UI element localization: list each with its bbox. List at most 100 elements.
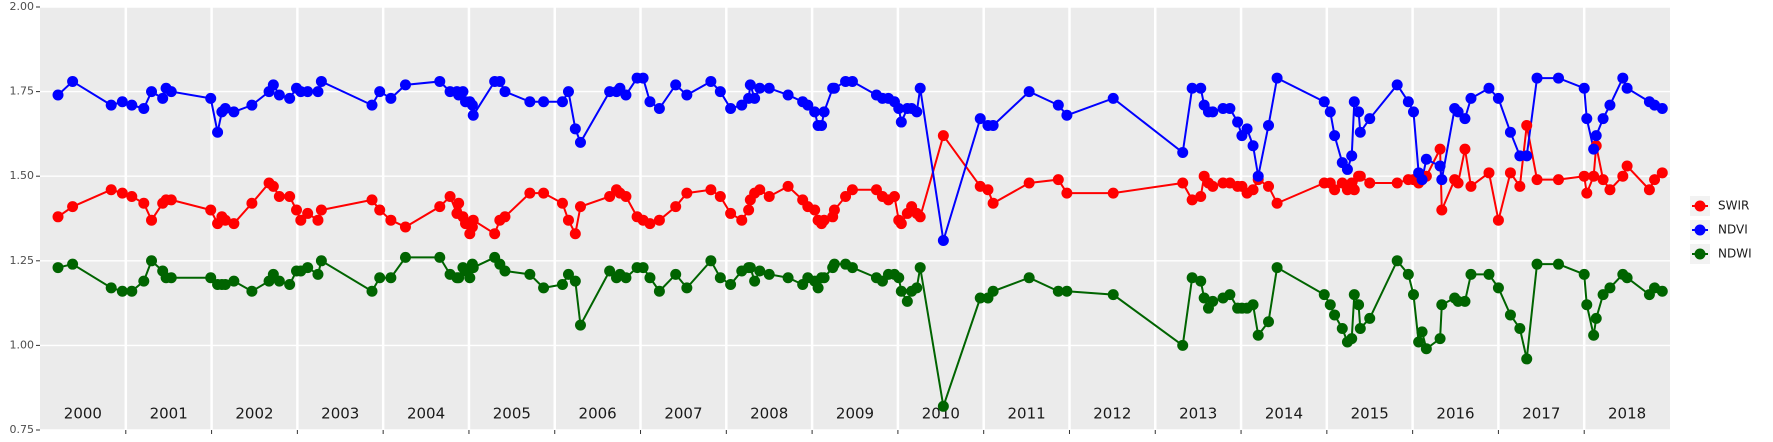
point bbox=[809, 204, 821, 216]
point bbox=[812, 282, 824, 294]
point bbox=[1271, 197, 1283, 209]
point bbox=[374, 272, 386, 284]
year-label: 2007 bbox=[664, 405, 702, 423]
point bbox=[1649, 174, 1661, 186]
point bbox=[763, 82, 775, 94]
point bbox=[385, 214, 397, 226]
point bbox=[818, 106, 830, 118]
point bbox=[246, 197, 258, 209]
point bbox=[987, 285, 999, 297]
point bbox=[126, 285, 138, 297]
point bbox=[1492, 214, 1504, 226]
grid: 0.75 1.00 1.25 1.50 1.75 2.00 2000 2001 2002 2003… bbox=[10, 0, 1670, 436]
point bbox=[1346, 333, 1358, 345]
point bbox=[1198, 292, 1210, 304]
point bbox=[212, 126, 224, 138]
point bbox=[312, 268, 324, 280]
point bbox=[893, 103, 905, 115]
point bbox=[1581, 299, 1593, 311]
point bbox=[1186, 272, 1198, 284]
point bbox=[1186, 82, 1198, 94]
point bbox=[1434, 333, 1446, 345]
point bbox=[1329, 184, 1341, 196]
point bbox=[754, 265, 766, 277]
point bbox=[467, 214, 479, 226]
point bbox=[1324, 106, 1336, 118]
point bbox=[670, 201, 682, 213]
point bbox=[1177, 147, 1189, 159]
point bbox=[818, 272, 830, 284]
point bbox=[828, 258, 840, 270]
point bbox=[846, 75, 858, 87]
point bbox=[1552, 72, 1564, 84]
point bbox=[1483, 268, 1495, 280]
point bbox=[165, 194, 177, 206]
point bbox=[52, 262, 64, 274]
point bbox=[1531, 72, 1543, 84]
point bbox=[434, 251, 446, 263]
point bbox=[1324, 299, 1336, 311]
point bbox=[434, 201, 446, 213]
point bbox=[574, 201, 586, 213]
point bbox=[302, 207, 314, 219]
point bbox=[105, 282, 117, 294]
point bbox=[1588, 170, 1600, 182]
point bbox=[1465, 180, 1477, 192]
point bbox=[165, 272, 177, 284]
point bbox=[52, 211, 64, 223]
point bbox=[681, 282, 693, 294]
point bbox=[1052, 99, 1064, 111]
point bbox=[146, 255, 158, 267]
point bbox=[725, 103, 737, 115]
point bbox=[1271, 72, 1283, 84]
year-label: 2005 bbox=[493, 405, 531, 423]
point bbox=[670, 268, 682, 280]
point bbox=[974, 292, 986, 304]
point bbox=[67, 75, 79, 87]
point bbox=[763, 268, 775, 280]
point bbox=[366, 99, 378, 111]
point bbox=[653, 214, 665, 226]
point bbox=[219, 214, 231, 226]
point bbox=[569, 275, 581, 287]
point bbox=[453, 272, 465, 284]
point bbox=[574, 319, 586, 331]
point bbox=[1514, 180, 1526, 192]
legend-label: NDWI bbox=[1718, 247, 1752, 261]
point bbox=[1492, 92, 1504, 104]
point bbox=[782, 89, 794, 101]
point bbox=[556, 96, 568, 108]
point bbox=[653, 285, 665, 297]
point bbox=[1195, 275, 1207, 287]
point bbox=[1402, 268, 1414, 280]
point bbox=[126, 99, 138, 111]
point bbox=[653, 103, 665, 115]
point bbox=[1348, 289, 1360, 301]
point bbox=[914, 262, 926, 274]
point bbox=[802, 99, 814, 111]
point bbox=[763, 191, 775, 203]
point bbox=[67, 258, 79, 270]
point bbox=[725, 278, 737, 290]
point bbox=[1436, 299, 1448, 311]
point bbox=[620, 272, 632, 284]
point bbox=[399, 221, 411, 233]
point bbox=[818, 214, 830, 226]
y-tick-label: 1.75 bbox=[10, 85, 35, 98]
point bbox=[782, 272, 794, 284]
point bbox=[987, 197, 999, 209]
point bbox=[1578, 268, 1590, 280]
point bbox=[1252, 329, 1264, 341]
point bbox=[1617, 170, 1629, 182]
year-label: 2004 bbox=[407, 405, 445, 423]
legend-marker bbox=[1694, 248, 1706, 260]
point bbox=[1329, 309, 1341, 321]
point bbox=[467, 262, 479, 274]
point bbox=[714, 86, 726, 98]
point bbox=[1247, 299, 1259, 311]
point bbox=[1420, 343, 1432, 355]
point bbox=[489, 228, 501, 240]
point bbox=[828, 204, 840, 216]
point bbox=[284, 92, 296, 104]
point bbox=[1416, 326, 1428, 338]
